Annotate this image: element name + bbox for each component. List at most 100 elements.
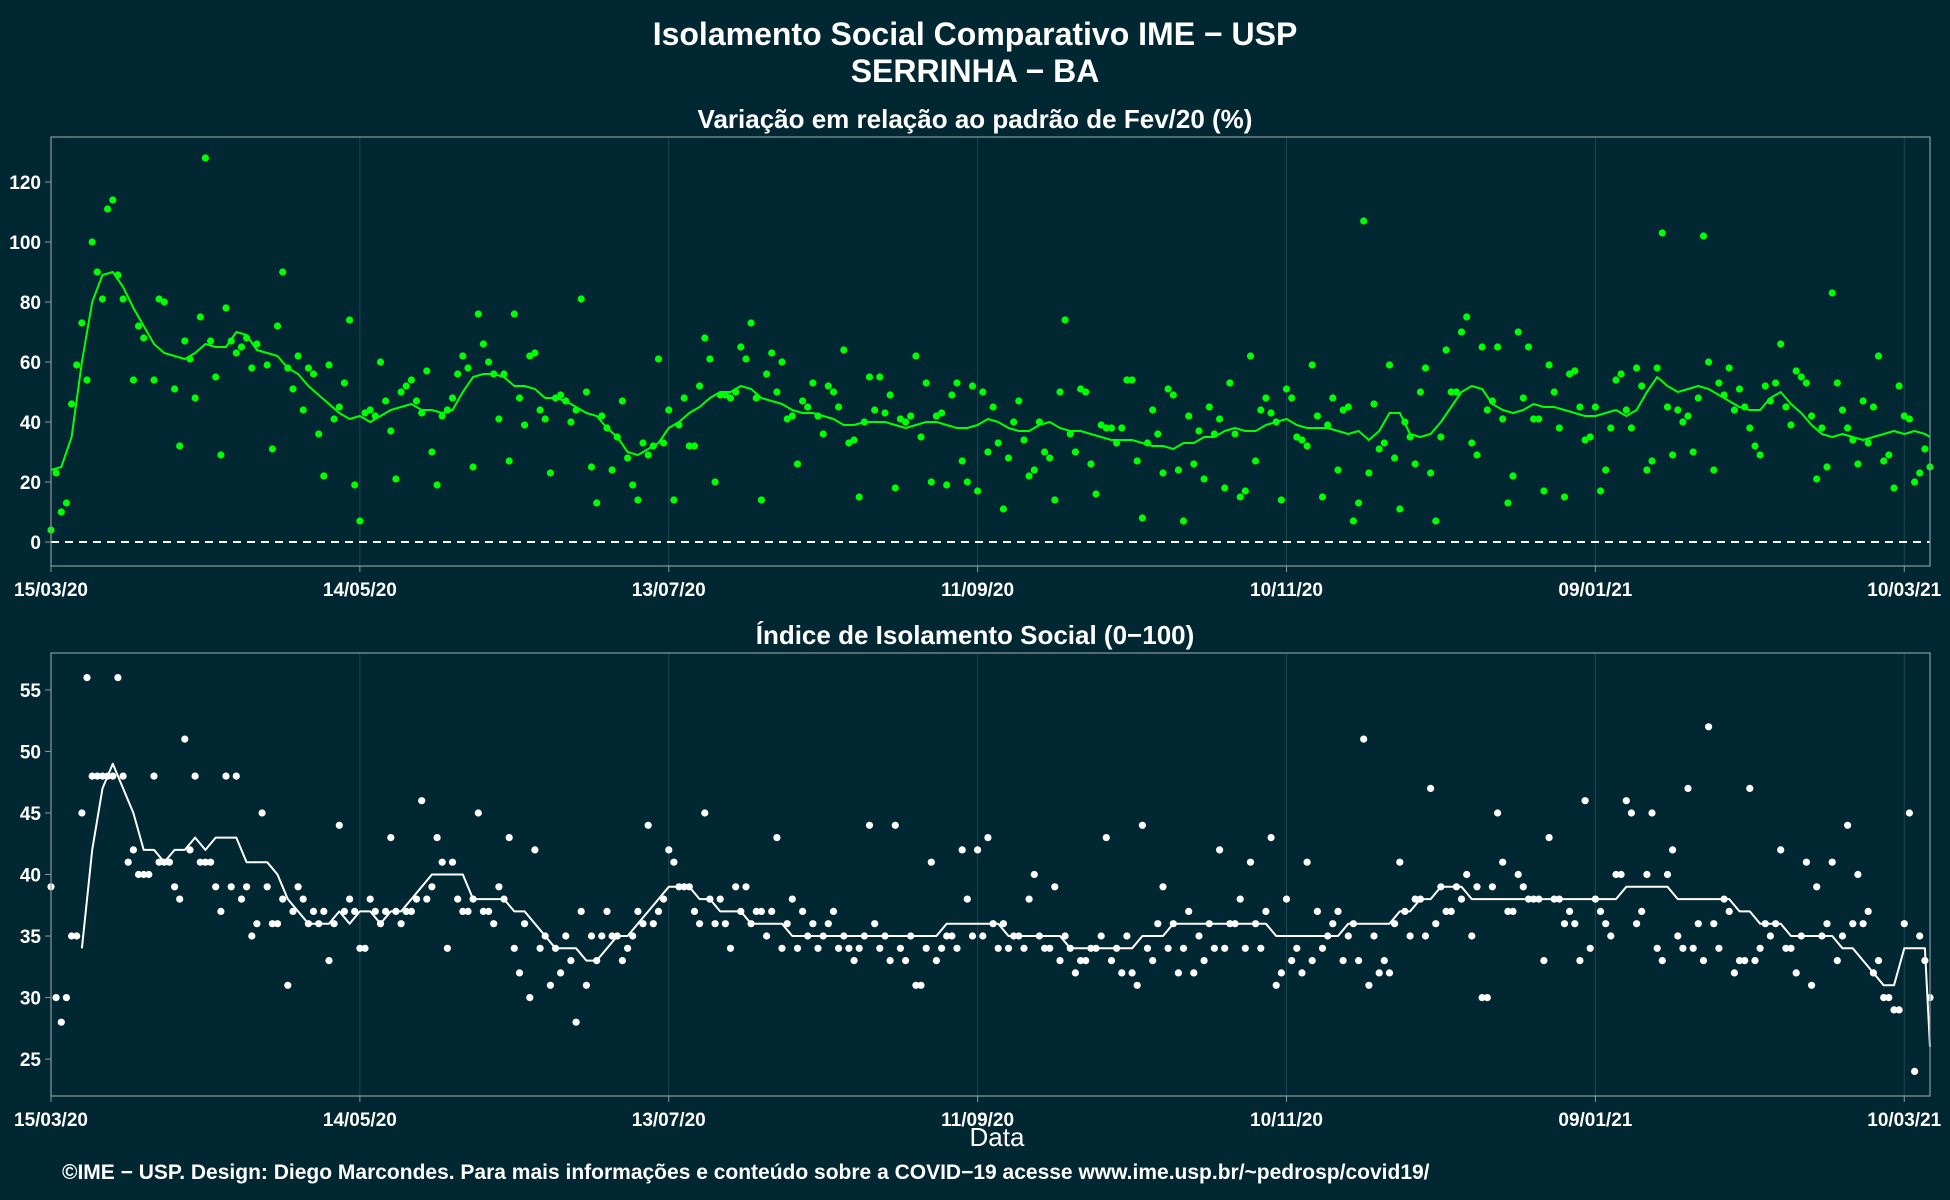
variation-data-point <box>325 361 333 369</box>
variation-data-point <box>1705 358 1713 366</box>
variation-data-point <box>479 340 487 348</box>
variation-data-point <box>1844 424 1852 432</box>
index-data-point <box>850 957 858 965</box>
variation-data-point <box>629 481 637 489</box>
variation-data-point <box>757 496 766 504</box>
index-data-point <box>423 895 431 903</box>
index-data-point <box>1792 969 1800 977</box>
variation-data-point <box>428 448 436 456</box>
variation-data-point <box>299 406 307 414</box>
variation-data-point <box>1524 343 1533 351</box>
variation-data-point <box>690 442 699 450</box>
variation-data-point <box>711 478 719 486</box>
y-tick-label: 60 <box>20 353 41 374</box>
index-data-point <box>716 895 724 903</box>
variation-data-point <box>402 382 410 390</box>
index-data-point <box>1277 969 1285 977</box>
x-tick-label: 13/07/20 <box>632 1110 706 1131</box>
y-tick-label: 20 <box>20 473 41 494</box>
index-data-point <box>1380 957 1388 965</box>
variation-data-point <box>1138 514 1146 522</box>
variation-data-point <box>1432 517 1440 525</box>
y-tick-label: 55 <box>20 681 42 702</box>
variation-data-point <box>1298 436 1306 444</box>
index-data-point <box>1365 981 1373 989</box>
variation-data-point <box>469 463 477 471</box>
variation-data-point <box>706 355 714 363</box>
index-data-point <box>1334 907 1342 916</box>
variation-data-point <box>134 322 143 330</box>
index-data-point <box>155 858 163 866</box>
variation-data-point <box>1859 397 1867 405</box>
variation-data-point <box>598 412 606 420</box>
y-tick-label: 45 <box>20 804 42 825</box>
variation-data-point <box>1514 328 1522 336</box>
index-data-point <box>1494 809 1502 817</box>
variation-data-point <box>737 343 745 351</box>
index-data-point <box>855 944 863 952</box>
variation-data-point <box>1689 448 1697 456</box>
index-data-point <box>351 907 359 916</box>
index-data-point <box>1200 957 1208 965</box>
index-data-point <box>1504 907 1512 916</box>
variation-data-point <box>1246 352 1255 360</box>
variation-data-point <box>1123 376 1131 384</box>
index-data-point <box>443 944 451 952</box>
index-data-point <box>1411 895 1419 903</box>
index-data-point <box>1272 981 1280 989</box>
index-data-point <box>505 834 513 842</box>
variation-data-point <box>974 487 982 495</box>
variation-data-point <box>1761 382 1769 390</box>
y-tick-label: 40 <box>20 866 41 887</box>
index-data-point <box>1694 920 1702 928</box>
index-data-point <box>98 772 107 780</box>
index-data-point <box>1751 957 1759 965</box>
variation-data-point <box>237 343 246 351</box>
index-data-point <box>1633 920 1641 928</box>
y-tick-label: 50 <box>20 742 41 763</box>
variation-data-point <box>593 499 601 507</box>
index-data-point <box>201 858 209 866</box>
y-tick-label: 120 <box>9 173 41 194</box>
variation-data-point <box>896 415 905 423</box>
index-data-point <box>268 920 276 928</box>
variation-data-point <box>582 388 591 396</box>
variation-data-point <box>1658 229 1666 237</box>
variation-data-point <box>1262 394 1270 402</box>
index-data-point <box>294 883 302 891</box>
variation-data-point <box>1277 496 1285 504</box>
variation-data-point <box>1282 385 1291 393</box>
index-data-point <box>1257 944 1265 952</box>
index-data-point <box>845 944 853 952</box>
variation-data-point <box>835 403 843 411</box>
index-data-point <box>660 895 668 903</box>
variation-data-point <box>685 442 693 450</box>
index-data-point <box>1911 1067 1919 1075</box>
index-data-point <box>1107 957 1116 965</box>
index-data-point <box>521 920 529 928</box>
index-data-point <box>1802 858 1810 866</box>
variation-data-point <box>660 439 668 447</box>
variation-data-point <box>1061 316 1069 324</box>
variation-data-point <box>1772 379 1780 387</box>
variation-data-point <box>1730 406 1738 414</box>
variation-data-point <box>1179 517 1188 525</box>
variation-data-point <box>557 391 565 399</box>
index-data-point <box>1514 870 1522 879</box>
variation-data-point <box>1457 328 1466 336</box>
index-data-point <box>1627 809 1635 817</box>
variation-data-point <box>1669 451 1677 459</box>
variation-data-point <box>963 478 971 486</box>
x-tick-label: 09/01/21 <box>1558 1110 1632 1131</box>
index-data-point <box>567 957 575 965</box>
variation-data-point <box>624 454 632 462</box>
variation-data-point <box>1200 475 1208 483</box>
index-data-point <box>428 883 436 891</box>
index-data-point <box>1777 846 1785 854</box>
variation-data-point <box>1447 388 1455 396</box>
variation-data-point <box>73 361 81 369</box>
index-data-point <box>464 907 472 916</box>
isolation-index-panel: 15/03/20 14/05/20 13/07/20 11/09/20 10/11/20… <box>14 652 1942 1131</box>
index-data-point <box>629 932 637 940</box>
